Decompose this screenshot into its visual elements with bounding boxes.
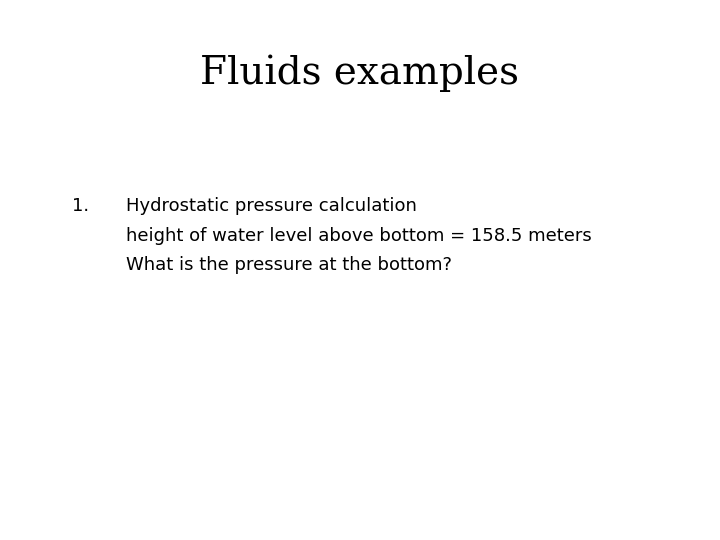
Text: 1.: 1. — [72, 197, 89, 215]
Text: What is the pressure at the bottom?: What is the pressure at the bottom? — [126, 256, 452, 274]
Text: Hydrostatic pressure calculation: Hydrostatic pressure calculation — [126, 197, 417, 215]
Text: Fluids examples: Fluids examples — [200, 54, 520, 91]
Text: height of water level above bottom = 158.5 meters: height of water level above bottom = 158… — [126, 227, 592, 245]
